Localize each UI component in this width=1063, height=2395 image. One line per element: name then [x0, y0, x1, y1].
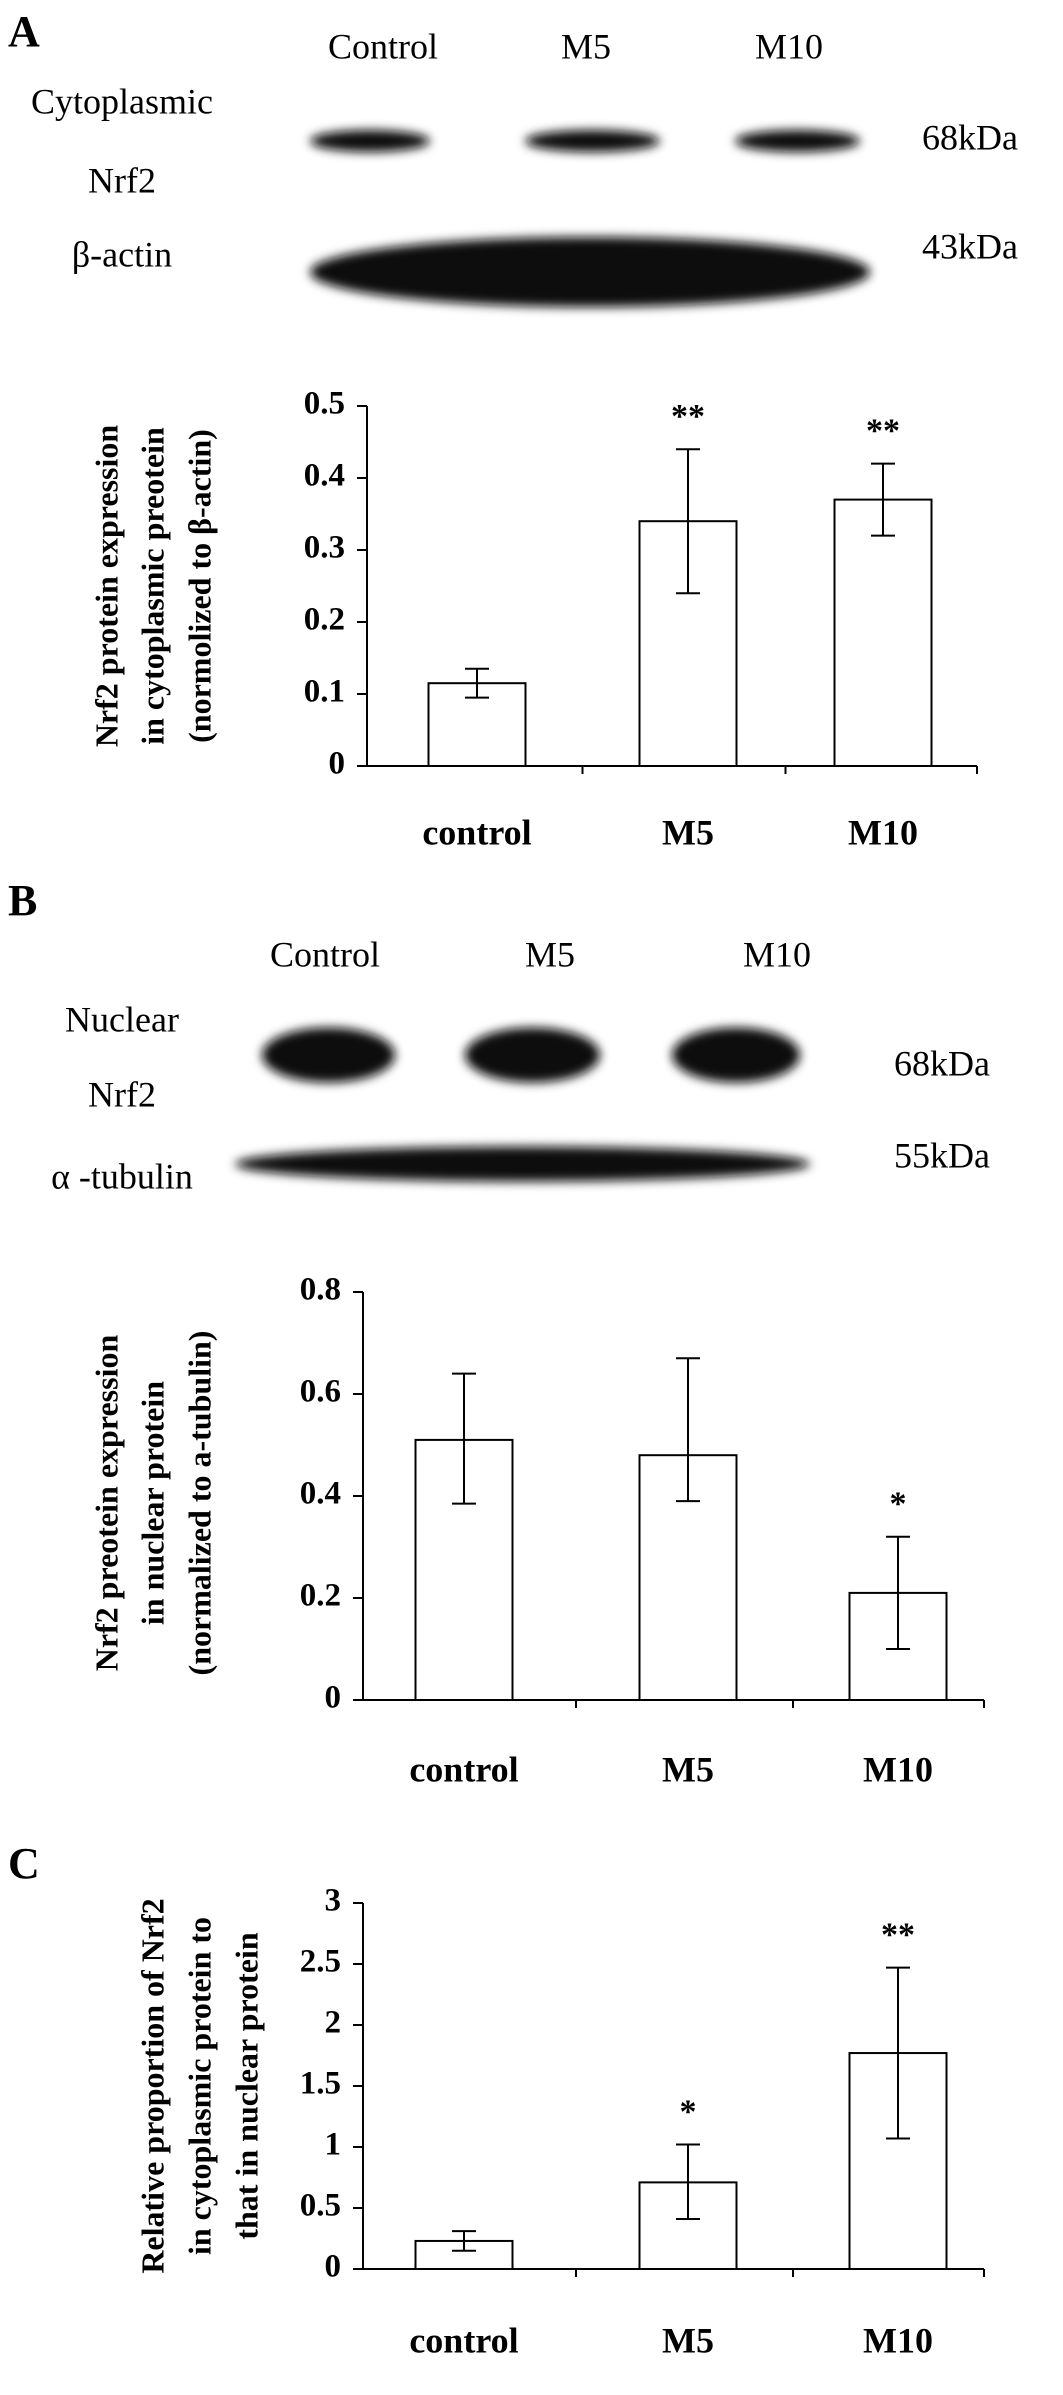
y-axis-label: in cytoplasmic preotein — [134, 427, 170, 745]
x-tick-label: M5 — [662, 812, 714, 852]
panel-label: A — [8, 7, 40, 56]
bar — [833, 498, 933, 767]
error-bar — [676, 448, 700, 595]
x-tick-label: M5 — [662, 1749, 714, 1789]
y-tick-label: 0 — [325, 1680, 342, 1716]
row-label: β-actin — [72, 234, 172, 274]
size-label: 55kDa — [894, 1135, 990, 1175]
y-tick-label: 2 — [325, 2005, 342, 2041]
blot-band — [735, 130, 860, 152]
x-tick-label: control — [422, 812, 531, 852]
y-tick-label: 0 — [325, 2249, 342, 2285]
y-tick-label: 0.2 — [304, 602, 345, 638]
significance-label: * — [680, 2093, 697, 2130]
y-axis-label: Relative proportion of Nrf2 — [134, 1898, 170, 2273]
x-tick-label: M10 — [848, 812, 918, 852]
x-tick-label: control — [409, 2320, 518, 2360]
error-bar — [465, 667, 489, 699]
significance-label: ** — [866, 412, 900, 449]
row-label: Cytoplasmic — [31, 81, 213, 121]
y-tick-label: 0.4 — [300, 1476, 341, 1512]
row-label: Nrf2 — [88, 1074, 156, 1114]
y-tick-label: 0.5 — [304, 386, 345, 422]
size-label: 68kDa — [894, 1043, 990, 1083]
y-tick-label: 0.3 — [304, 530, 345, 566]
y-tick-label: 0.4 — [304, 458, 345, 494]
y-axis-label: in nuclear protein — [134, 1381, 170, 1625]
y-tick-label: 0.5 — [300, 2188, 341, 2224]
blot-band — [465, 1027, 600, 1083]
significance-label: * — [890, 1486, 907, 1523]
y-axis-label: that in nuclear protein — [228, 1932, 264, 2239]
lane-label: M10 — [755, 26, 823, 66]
y-axis-label: (normolized to β-actin) — [181, 429, 217, 743]
blot-band — [310, 237, 870, 307]
blot-band — [672, 1027, 800, 1083]
error-bar — [452, 2230, 476, 2252]
y-tick-label: 0.6 — [300, 1374, 341, 1410]
blot-band — [235, 1146, 810, 1182]
row-label: Nuclear — [65, 999, 179, 1039]
blot-band — [525, 130, 660, 152]
y-axis-label: Nrf2 protein expression — [88, 425, 124, 748]
lane-label: M10 — [743, 934, 811, 974]
lane-label: M5 — [561, 26, 611, 66]
error-bar — [676, 2143, 700, 2220]
size-label: 43kDa — [922, 226, 1018, 266]
significance-label: ** — [671, 398, 705, 435]
x-tick-label: M5 — [662, 2320, 714, 2360]
error-bar — [871, 462, 895, 537]
y-tick-label: 0.8 — [300, 1272, 341, 1308]
y-tick-label: 1.5 — [300, 2066, 341, 2102]
error-bar — [452, 1372, 476, 1505]
y-tick-label: 0 — [329, 746, 346, 782]
size-label: 68kDa — [922, 117, 1018, 157]
lane-label: M5 — [525, 934, 575, 974]
x-tick-label: M10 — [863, 2320, 933, 2360]
y-tick-label: 3 — [325, 1883, 342, 1919]
blot-band — [310, 130, 430, 152]
error-bar — [886, 1966, 910, 2140]
error-bar — [886, 1535, 910, 1650]
y-axis-label: Nrf2 preotein expression — [88, 1335, 124, 1672]
significance-label: ** — [881, 1916, 915, 1953]
panel-label: B — [8, 876, 37, 925]
row-label: α -tubulin — [51, 1156, 193, 1196]
row-label: Nrf2 — [88, 160, 156, 200]
y-tick-label: 2.5 — [300, 1944, 341, 1980]
x-tick-label: M10 — [863, 1749, 933, 1789]
y-axis-label: (normalized to a-tubulin) — [181, 1331, 217, 1676]
lane-label: Control — [328, 26, 438, 66]
x-tick-label: control — [409, 1749, 518, 1789]
error-bar — [676, 1357, 700, 1503]
y-tick-label: 1 — [325, 2127, 342, 2163]
y-axis-label: in cytoplasmic protein to — [181, 1917, 217, 2255]
panel-label: C — [8, 1839, 40, 1888]
blot-band — [262, 1027, 395, 1083]
y-tick-label: 0.2 — [300, 1578, 341, 1614]
y-tick-label: 0.1 — [304, 674, 345, 710]
lane-label: Control — [270, 934, 380, 974]
